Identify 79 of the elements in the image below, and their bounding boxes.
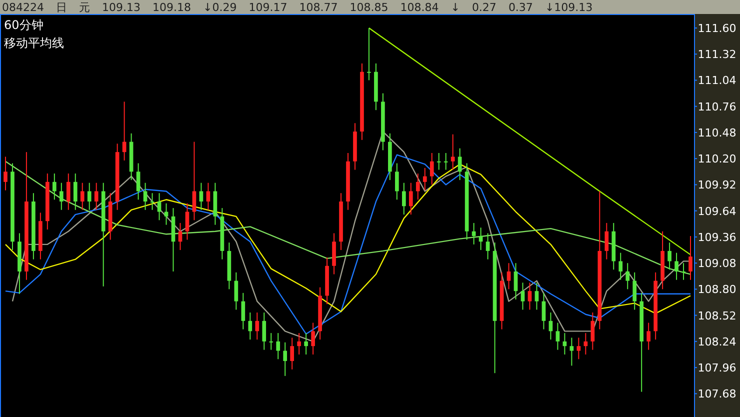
candlestick — [444, 152, 448, 170]
y-tick-label: 111.32 — [698, 48, 736, 62]
candlestick — [255, 312, 260, 340]
candlestick — [395, 162, 399, 200]
candlestick — [185, 202, 190, 240]
candlestick — [241, 292, 246, 330]
candlestick — [646, 322, 650, 350]
candlestick — [269, 332, 274, 350]
y-tick-label: 107.68 — [698, 388, 736, 401]
candlestick — [416, 173, 420, 200]
candlestick — [556, 322, 560, 350]
candlestick — [59, 182, 64, 210]
candlestick — [668, 242, 672, 270]
y-tick-label: 107.96 — [698, 362, 736, 375]
candlestick — [528, 282, 532, 310]
candlestick — [626, 262, 630, 290]
candlestick — [276, 332, 280, 360]
candlestick — [674, 252, 678, 280]
candlestick — [590, 312, 595, 350]
candlestick — [52, 173, 56, 200]
candlestick — [87, 182, 92, 210]
candlestick — [80, 182, 84, 210]
y-tick-label: 109.64 — [698, 204, 736, 218]
candlestick — [157, 192, 162, 221]
candlestick — [632, 272, 637, 310]
candlestick — [534, 282, 539, 310]
y-tick-label: 108.80 — [698, 283, 736, 296]
candlestick — [73, 173, 78, 210]
candlestick — [199, 182, 204, 210]
candlestick — [576, 337, 581, 360]
candlestick — [143, 182, 148, 210]
candlestick — [234, 272, 238, 310]
candlestick — [297, 332, 301, 355]
candlestick — [136, 162, 140, 200]
candlestick — [248, 312, 252, 340]
candlestick — [367, 27, 371, 81]
candlestick — [506, 262, 511, 290]
candlestick — [436, 152, 441, 170]
candlestick — [478, 227, 483, 251]
candlestick — [206, 182, 210, 210]
y-tick-label: 109.36 — [698, 230, 736, 244]
candlestick — [604, 222, 609, 260]
candlestick — [422, 167, 427, 191]
y-tick-label: 109.08 — [698, 257, 736, 270]
candlestick — [570, 337, 574, 366]
candlestick — [4, 156, 8, 191]
candlestick — [520, 282, 525, 310]
candlestick — [618, 252, 623, 280]
candlestick — [311, 322, 315, 355]
candlestick — [486, 232, 490, 260]
candlestick — [192, 141, 196, 221]
text: 移动平均线 — [4, 36, 64, 50]
candlestick — [514, 262, 518, 300]
y-tick-label: 108.24 — [698, 335, 736, 348]
candlestick — [283, 342, 288, 376]
chart-title: 60分钟 — [4, 18, 44, 32]
y-tick-label: 111.60 — [698, 22, 736, 35]
candlestick — [402, 182, 406, 216]
candlestick — [542, 292, 546, 330]
y-tick-label: 110.76 — [698, 100, 736, 114]
y-tick-label: 109.92 — [698, 178, 736, 192]
candlestick — [584, 332, 588, 355]
candlestick — [450, 134, 455, 170]
y-tick-label: 110.48 — [698, 126, 736, 140]
candlestick — [290, 337, 294, 370]
y-tick-label: 111.04 — [698, 74, 736, 88]
candlestick — [682, 262, 686, 280]
candlestick — [430, 152, 434, 186]
y-tick-label: 108.52 — [698, 309, 736, 322]
candlestick — [304, 332, 308, 355]
candlestick — [262, 312, 266, 350]
candlestick — [408, 182, 413, 216]
candlestick — [458, 148, 462, 181]
candlestick — [66, 173, 70, 210]
candlestick — [688, 236, 692, 280]
header: 084224 日 元 109.13 109.18 ↓0.29 109.17 108.77 108.85 108.84 ↓ 0.27 0.37 ↓109.13 — [2, 1, 593, 14]
y-tick-label: 110.20 — [698, 152, 736, 166]
candlestick — [94, 182, 98, 210]
candlestick — [150, 192, 154, 210]
